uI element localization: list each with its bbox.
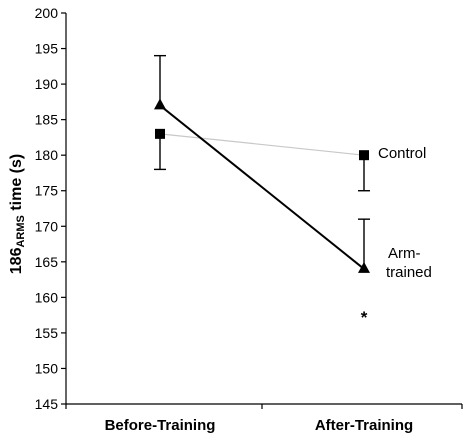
y-tick-label: 160 bbox=[35, 289, 59, 305]
y-tick-label: 145 bbox=[35, 396, 59, 412]
control-point bbox=[359, 150, 369, 161]
x-tick-label: After-Training bbox=[315, 417, 413, 434]
y-tick-label: 180 bbox=[35, 147, 59, 163]
plot-area: Control Arm-trained * bbox=[154, 54, 432, 327]
arm-trained-point bbox=[154, 98, 166, 110]
y-tick-label: 165 bbox=[35, 254, 59, 270]
arm-trained-label-line: trained bbox=[386, 264, 432, 281]
control-series-line bbox=[159, 133, 365, 156]
y-tick-label: 200 bbox=[35, 5, 59, 21]
significance-asterisk: * bbox=[361, 308, 368, 327]
arm-trained-series-line bbox=[159, 104, 365, 270]
control-point bbox=[155, 128, 165, 139]
x-axis: Before-Training After-Training bbox=[65, 403, 463, 434]
y-tick-label: 190 bbox=[35, 76, 59, 92]
y-tick-label: 175 bbox=[35, 183, 59, 199]
y-tick-label: 170 bbox=[35, 218, 59, 234]
y-tick-label: 155 bbox=[35, 325, 59, 341]
control-series-label: Control bbox=[378, 145, 426, 162]
y-tick-label: 150 bbox=[35, 360, 59, 376]
y-axis: 145 150 155 160 165 170 175 180 185 190 195 200 bbox=[35, 5, 67, 412]
y-tick-label: 195 bbox=[35, 41, 59, 57]
y-axis-label: 186ARMS time (s) bbox=[8, 154, 27, 274]
y-tick-label: 185 bbox=[35, 112, 59, 128]
arm-trained-series-label: Arm-trained bbox=[386, 245, 432, 281]
arm-trained-point bbox=[358, 261, 370, 273]
arm-trained-label-line: Arm- bbox=[388, 245, 421, 262]
x-tick-label: Before-Training bbox=[105, 417, 216, 434]
